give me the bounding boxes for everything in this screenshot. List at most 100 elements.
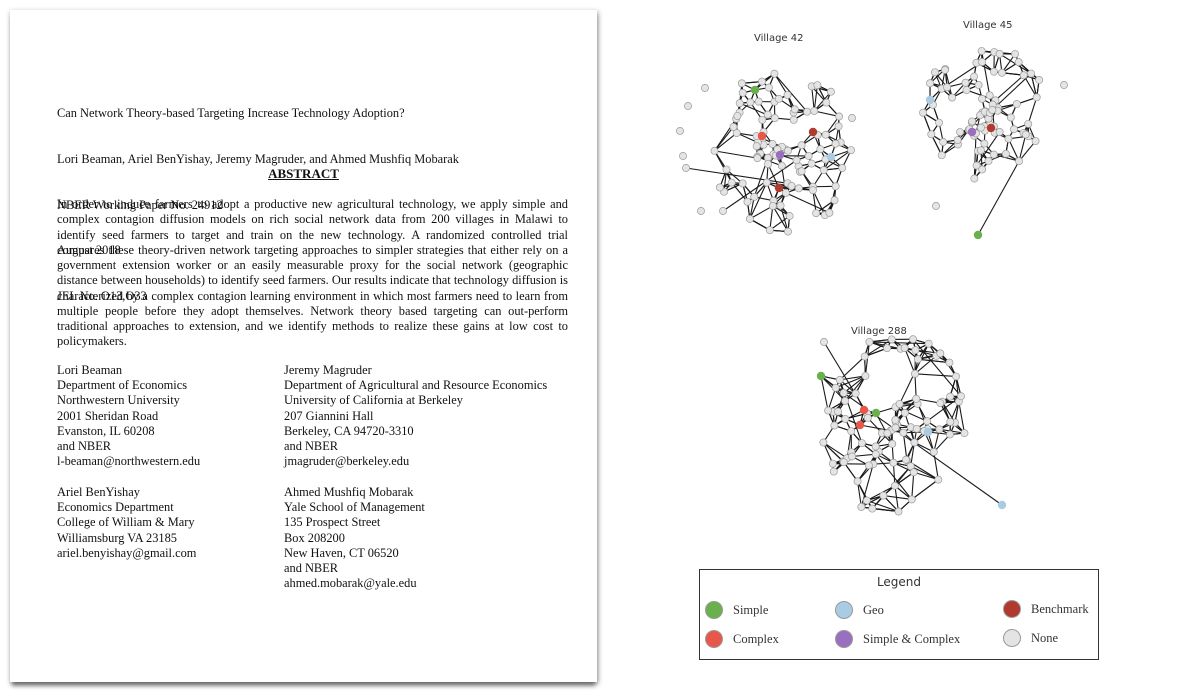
network-edge	[813, 85, 818, 112]
network-node-none	[988, 105, 997, 114]
network-edge	[895, 406, 928, 422]
network-node-none	[984, 157, 993, 165]
network-node-none	[819, 166, 828, 175]
network-node-none	[804, 151, 813, 160]
network-node-none	[807, 159, 816, 168]
network-node-none	[828, 459, 837, 468]
network-node-none	[735, 99, 744, 108]
network-node-none	[956, 128, 964, 136]
network-node-none	[762, 178, 771, 187]
network-node-none	[1004, 134, 1013, 143]
address-line: Economics Department	[57, 500, 174, 515]
network-edge	[973, 133, 977, 179]
network-edge	[769, 205, 774, 231]
network-edge	[835, 375, 866, 389]
network-node-none	[797, 141, 806, 150]
network-node-none	[808, 186, 817, 195]
network-edge	[769, 215, 790, 231]
network-edge	[749, 182, 768, 220]
address-line: Lori Beaman	[57, 363, 123, 377]
network-edge	[916, 398, 941, 404]
network-node-none	[857, 439, 866, 448]
network-edge	[811, 86, 815, 112]
network-node-none	[847, 427, 856, 436]
network-edge	[823, 341, 868, 414]
paper-authors: Lori Beaman, Ariel BenYishay, Jeremy Mag…	[57, 152, 459, 167]
village-288-network	[816, 335, 1007, 516]
network-node-none	[754, 97, 763, 106]
legend-swatch-none	[1003, 629, 1021, 647]
network-node-none	[861, 371, 870, 380]
network-node-none	[968, 117, 976, 126]
network-node-none	[997, 68, 1006, 77]
network-node-none	[834, 407, 843, 416]
network-node-none	[926, 79, 934, 88]
network-node-none	[974, 81, 983, 89]
network-edge	[914, 373, 917, 399]
network-edge	[914, 373, 957, 377]
address-line: and NBER	[284, 439, 339, 454]
network-node-simple	[816, 371, 826, 381]
network-node-none	[909, 468, 918, 477]
network-node-none	[860, 352, 869, 361]
legend-swatch-simple-complex	[835, 630, 853, 648]
network-node-none	[978, 58, 987, 66]
address-line: and NBER	[57, 439, 112, 454]
network-node-none	[952, 372, 960, 381]
network-edge	[894, 485, 900, 512]
network-node-none	[900, 343, 909, 352]
network-node-none	[1011, 50, 1020, 58]
network-node-benchmark	[774, 183, 784, 193]
network-node-none	[727, 178, 736, 187]
network-node-none	[945, 358, 954, 367]
legend-item-simple-complex: Simple & Complex	[835, 630, 960, 648]
network-node-none	[989, 67, 998, 76]
network-node-none	[1027, 69, 1036, 78]
network-node-none	[738, 88, 747, 97]
network-edge	[910, 442, 915, 467]
address-line: 135 Prospect Street	[284, 515, 381, 530]
network-node-none	[848, 452, 856, 461]
network-edge	[859, 424, 891, 432]
network-edge	[993, 154, 1020, 162]
legend-swatch-benchmark	[1003, 600, 1021, 618]
network-node-none	[970, 174, 979, 183]
network-edge	[714, 150, 758, 159]
network-node-none	[910, 369, 919, 378]
network-node-none	[835, 112, 843, 121]
network-node-none	[894, 507, 903, 516]
network-edge	[785, 192, 830, 214]
network-edge	[883, 495, 912, 500]
network-node-none	[902, 455, 910, 464]
network-node-none	[857, 502, 866, 511]
network-node-none	[864, 461, 873, 470]
legend-label: Simple & Complex	[863, 631, 961, 646]
network-node-none	[912, 394, 921, 403]
network-node-none	[794, 184, 803, 193]
network-node-none	[895, 399, 904, 408]
network-node-none	[770, 69, 779, 78]
network-node-none	[784, 227, 792, 236]
network-edge	[917, 358, 950, 364]
network-node-none	[953, 136, 962, 145]
network-edge	[839, 375, 866, 381]
network-node-none	[995, 49, 1004, 58]
network-node-none	[1060, 81, 1068, 89]
network-node-none	[784, 146, 792, 155]
author-address-beaman: Lori Beaman Department of Economics Nort…	[57, 363, 200, 469]
network-node-none	[789, 115, 798, 124]
network-node-none	[887, 335, 896, 344]
network-edge	[864, 347, 888, 358]
network-node-none	[774, 94, 783, 103]
network-node-none	[738, 179, 747, 188]
network-edge	[913, 471, 939, 481]
paper-page: Can Network Theory-based Targeting Incre…	[10, 10, 597, 682]
network-node-none	[912, 424, 921, 433]
legend-label: Benchmark	[1031, 601, 1089, 616]
network-node-none	[787, 181, 796, 190]
network-edge	[714, 132, 738, 152]
village-42-network	[676, 69, 856, 236]
network-edge	[911, 479, 939, 500]
network-node-none	[768, 140, 777, 148]
network-edge	[851, 453, 876, 458]
